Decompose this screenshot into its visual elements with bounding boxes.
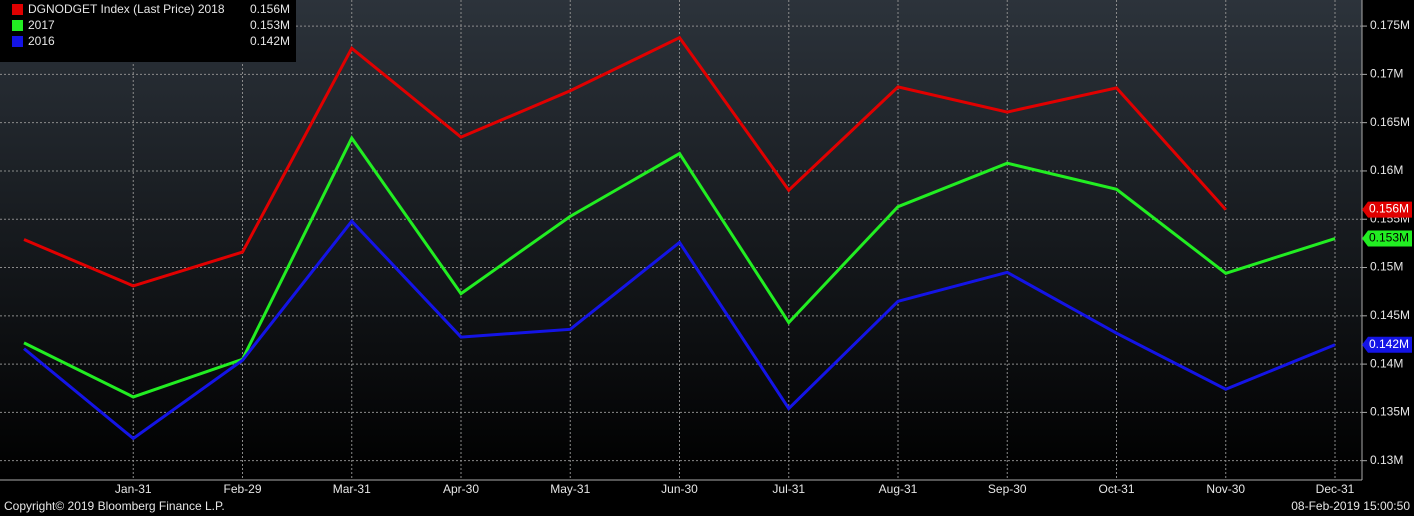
legend-label: DGNODGET Index (Last Price) 2018: [28, 2, 225, 16]
series-line: [23, 218, 1336, 441]
callout-box: [1362, 230, 1412, 247]
y-tick-label: 0.17M: [1370, 67, 1403, 81]
x-tick-label: Feb-29: [223, 482, 261, 496]
y-tick-label: 0.175M: [1370, 18, 1410, 32]
y-tick-label: 0.135M: [1370, 405, 1410, 419]
legend-value: 0.153M: [250, 18, 290, 32]
y-tick-label: 0.15M: [1370, 260, 1403, 274]
callout-label: 0.156M: [1369, 202, 1409, 216]
callout-label: 0.153M: [1369, 231, 1409, 245]
x-tick-label: Jan-31: [115, 482, 152, 496]
x-tick-label: Apr-30: [443, 482, 479, 496]
last-value-callout: 0.153M: [1362, 230, 1412, 247]
x-tick-label: Oct-31: [1098, 482, 1134, 496]
last-value-callout: 0.156M: [1362, 201, 1412, 218]
x-tick-label: Dec-31: [1316, 482, 1355, 496]
x-tick-label: Mar-31: [333, 482, 371, 496]
callout-box: [1362, 336, 1412, 353]
y-tick-label: 0.14M: [1370, 356, 1403, 370]
callout-box: [1362, 201, 1412, 218]
plot-background: [0, 0, 1362, 480]
callout-label: 0.142M: [1369, 337, 1409, 351]
x-tick-label: Jun-30: [661, 482, 698, 496]
legend-value: 0.142M: [250, 34, 290, 48]
x-tick-label: May-31: [550, 482, 590, 496]
legend-background: [0, 0, 296, 62]
x-tick-label: Jul-31: [772, 482, 805, 496]
y-tick-label: 0.16M: [1370, 163, 1403, 177]
y-tick-label: 0.165M: [1370, 115, 1410, 129]
footer-left: Copyright© 2019 Bloomberg Finance L.P.: [4, 499, 225, 513]
legend-label: 2017: [28, 18, 55, 32]
series-line: [23, 35, 1227, 288]
legend-swatch: [12, 4, 23, 15]
last-value-callout: 0.142M: [1362, 336, 1412, 353]
footer-right: 08-Feb-2019 15:00:50: [1291, 499, 1410, 513]
legend-value: 0.156M: [250, 2, 290, 16]
x-tick-label: Sep-30: [988, 482, 1027, 496]
x-tick-label: Aug-31: [879, 482, 918, 496]
y-tick-label: 0.13M: [1370, 453, 1403, 467]
legend-label: 2016: [28, 34, 55, 48]
legend-swatch: [12, 36, 23, 47]
x-tick-label: Nov-30: [1206, 482, 1245, 496]
y-tick-label: 0.145M: [1370, 308, 1410, 322]
legend-swatch: [12, 20, 23, 31]
